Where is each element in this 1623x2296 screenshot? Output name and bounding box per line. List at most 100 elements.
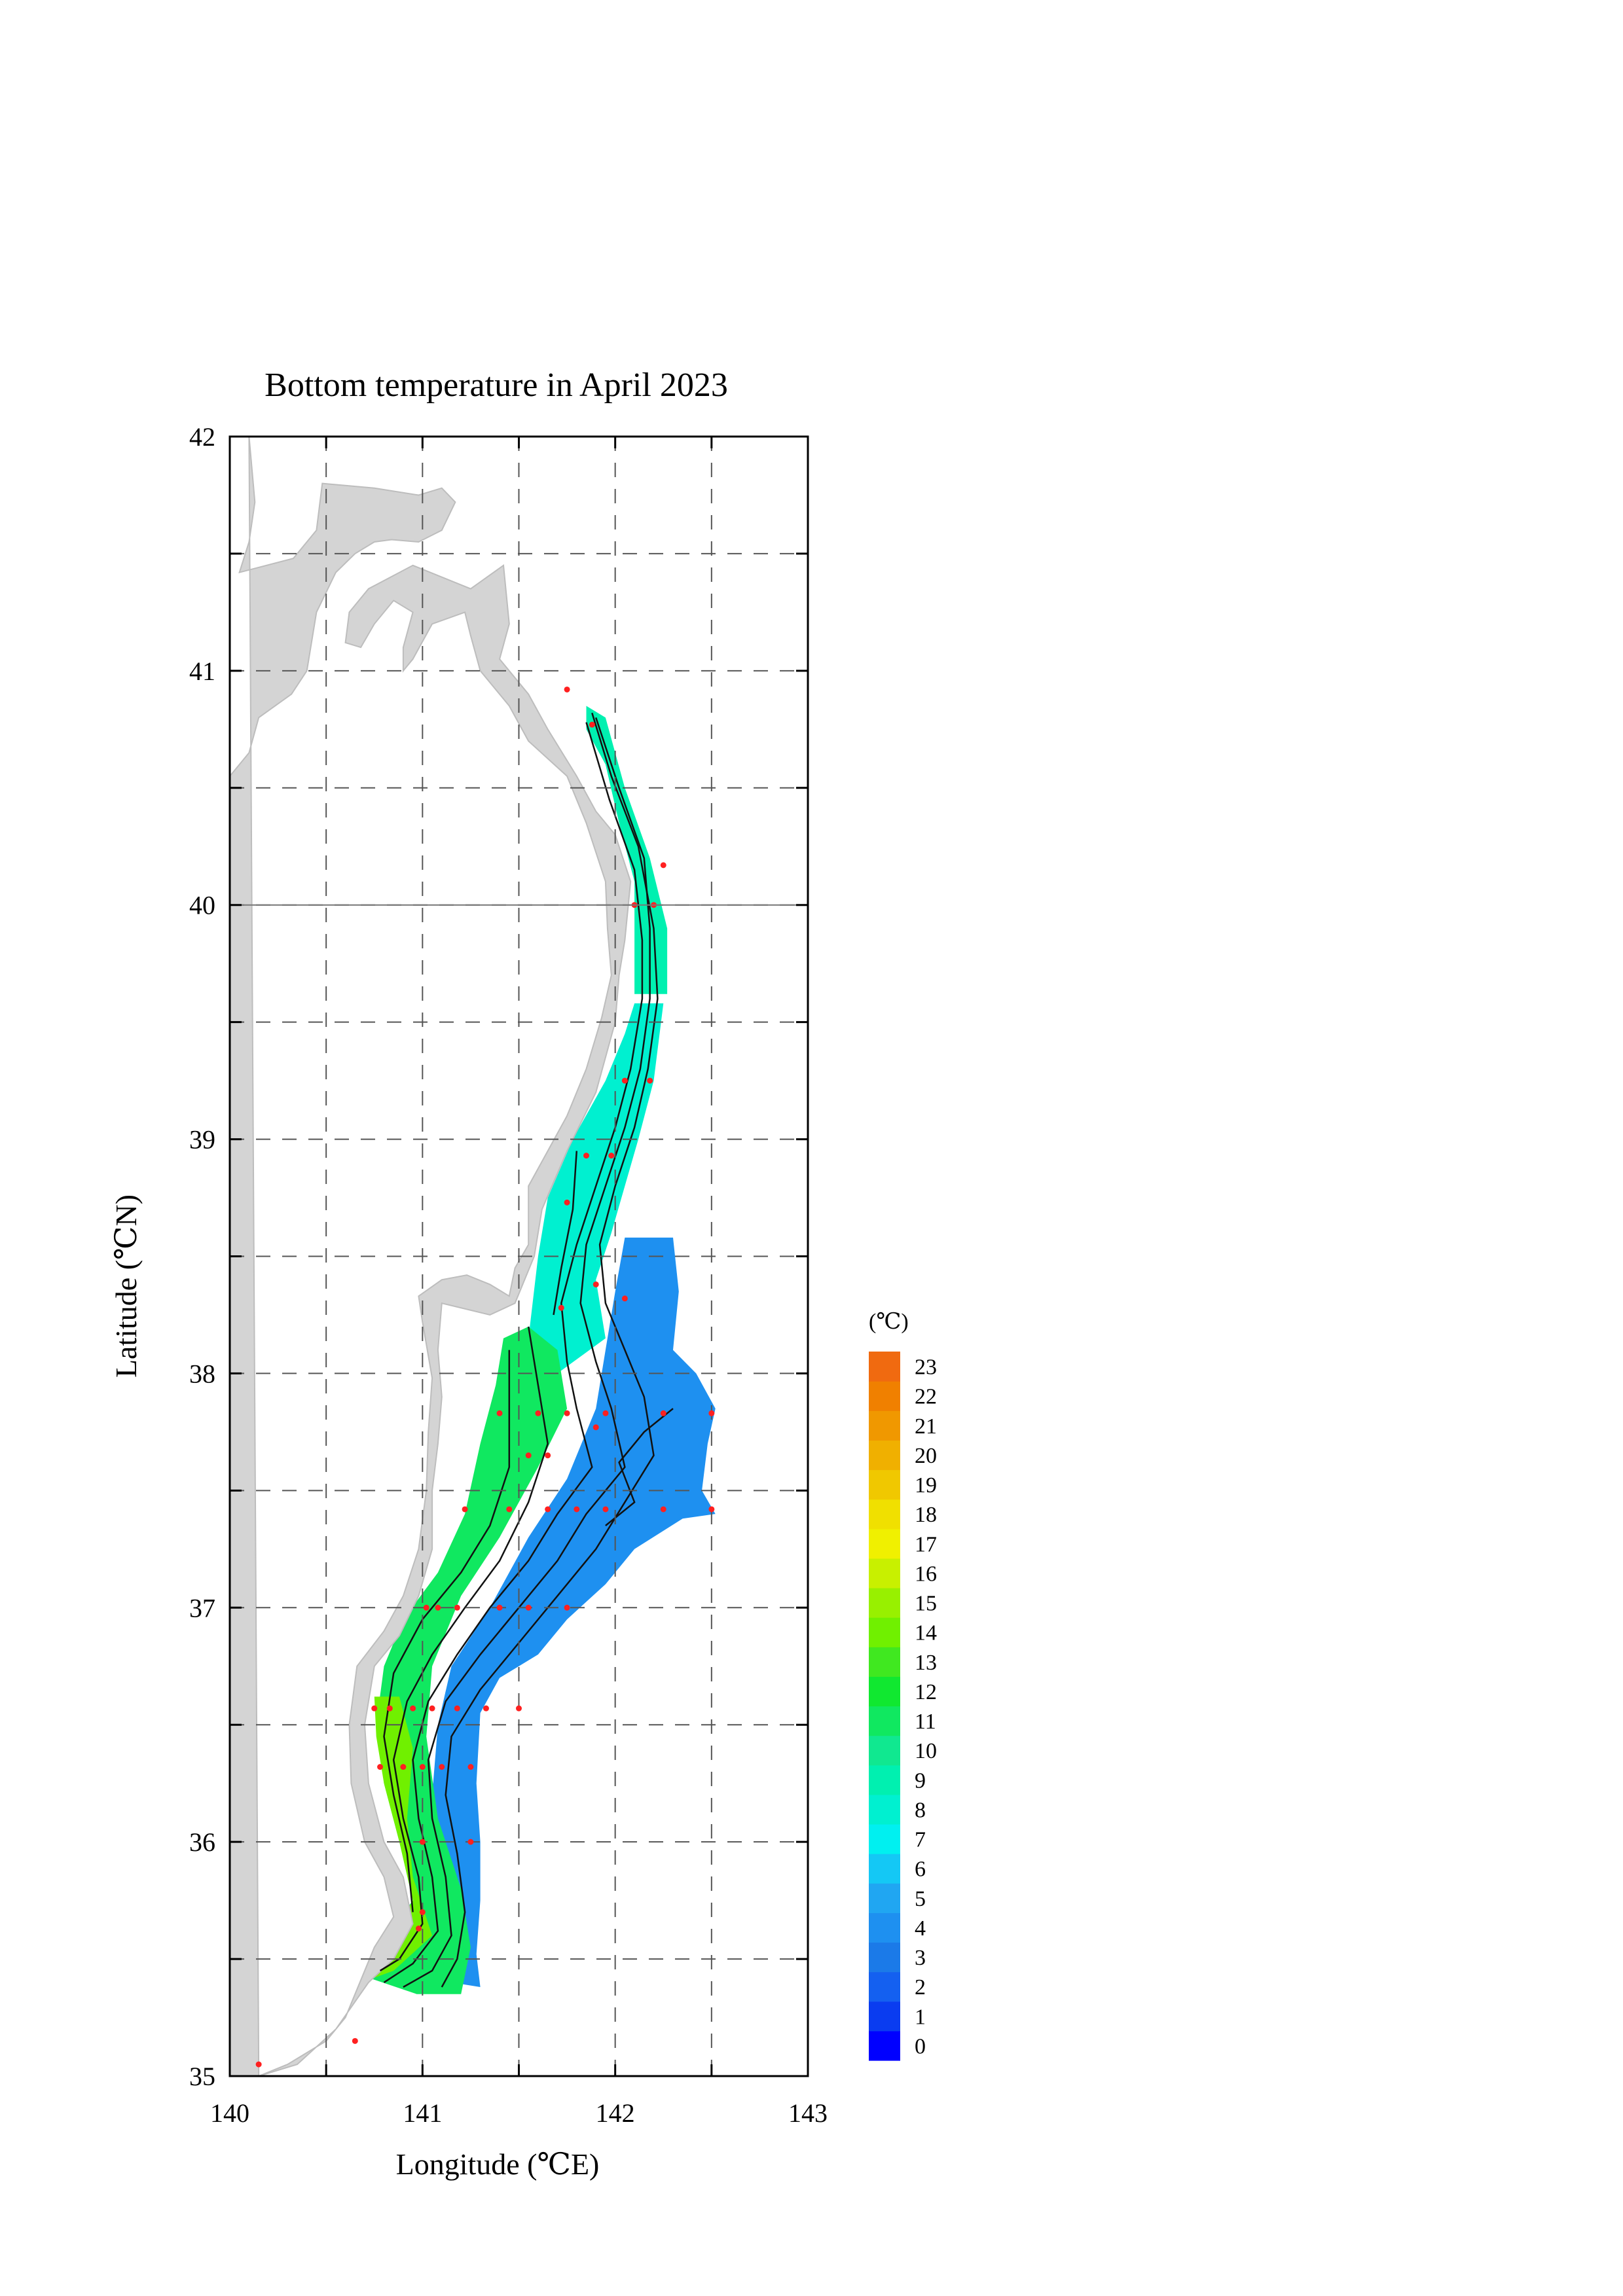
colorbar-label: 4 <box>915 1916 926 1941</box>
station-point-47 <box>419 1839 426 1845</box>
colorbar-swatch-13 <box>869 1647 900 1677</box>
station-point-52 <box>255 2061 262 2068</box>
colorbar-label: 1 <box>915 2005 926 2029</box>
colorbar-label: 21 <box>915 1414 937 1439</box>
colorbar: (℃) 012345678910111213141516171819202122… <box>869 1310 937 2061</box>
station-point-51 <box>352 2037 358 2044</box>
station-point-48 <box>467 1839 474 1845</box>
station-point-35 <box>371 1705 378 1712</box>
axis-ticks <box>228 435 809 2077</box>
x-tick-labels: 140 141 142 143 <box>210 2098 828 2128</box>
y-tick-label: 42 <box>189 422 215 452</box>
station-point-6 <box>647 1077 653 1084</box>
station-point-36 <box>386 1705 393 1712</box>
colorbar-swatch-3 <box>869 1942 900 1973</box>
colorbar-swatch-15 <box>869 1588 900 1618</box>
colorbar-swatch-19 <box>869 1469 900 1500</box>
temperature-region-2 <box>432 1237 716 1987</box>
colorbar-swatch-14 <box>869 1617 900 1647</box>
colorbar-label: 9 <box>915 1768 926 1793</box>
station-point-0 <box>564 686 570 692</box>
station-point-42 <box>377 1764 384 1770</box>
station-point-27 <box>660 1506 666 1513</box>
colorbar-label: 8 <box>915 1798 926 1822</box>
y-tick-label: 35 <box>189 2062 215 2091</box>
station-point-19 <box>593 1424 599 1431</box>
station-point-34 <box>564 1604 570 1611</box>
colorbar-swatch-12 <box>869 1676 900 1707</box>
colorbar-label: 11 <box>915 1710 936 1734</box>
station-point-30 <box>435 1604 441 1611</box>
station-point-18 <box>708 1410 715 1416</box>
station-point-25 <box>574 1506 580 1513</box>
map-plot-area <box>230 437 808 2076</box>
x-tick-label: 143 <box>788 2098 828 2128</box>
colorbar-label: 14 <box>915 1621 937 1645</box>
station-point-39 <box>454 1705 460 1712</box>
colorbar-label: 2 <box>915 1975 926 2000</box>
colorbar-label: 22 <box>915 1385 937 1409</box>
station-point-23 <box>506 1506 513 1513</box>
colorbar-swatch-8 <box>869 1794 900 1825</box>
colorbar-swatch-0 <box>869 2030 900 2061</box>
y-tick-label: 36 <box>189 1827 215 1857</box>
station-point-9 <box>564 1199 570 1206</box>
colorbar-unit: (℃) <box>869 1310 909 1334</box>
colorbar-swatch-18 <box>869 1499 900 1530</box>
observation-stations <box>255 686 715 2068</box>
isotherm-contour-5 <box>605 1408 674 1526</box>
temperature-region-3 <box>368 1326 568 1994</box>
station-point-10 <box>593 1281 599 1287</box>
colorbar-swatch-21 <box>869 1410 900 1441</box>
colorbar-label: 6 <box>915 1857 926 1882</box>
colorbar-label: 7 <box>915 1828 926 1852</box>
x-axis-label: Longitude (℃E) <box>396 2147 600 2181</box>
y-tick-label: 37 <box>189 1593 215 1623</box>
colorbar-swatch-22 <box>869 1381 900 1411</box>
station-point-29 <box>423 1604 429 1611</box>
land-layer <box>230 437 632 2076</box>
station-point-33 <box>525 1604 532 1611</box>
station-point-26 <box>602 1506 609 1513</box>
y-tick-label: 40 <box>189 891 215 920</box>
isotherm-contour-0 <box>441 712 659 1988</box>
station-point-44 <box>419 1764 426 1770</box>
station-point-41 <box>516 1705 522 1712</box>
station-point-1 <box>589 721 595 728</box>
isotherm-contour-2 <box>383 722 644 1983</box>
x-tick-label: 140 <box>210 2098 249 2128</box>
colorbar-swatch-20 <box>869 1440 900 1471</box>
colorbar-label: 3 <box>915 1946 926 1970</box>
colorbar-swatch-11 <box>869 1706 900 1736</box>
colorbar-swatch-2 <box>869 1971 900 2002</box>
colorbar-swatch-7 <box>869 1824 900 1854</box>
colorbar-label: 19 <box>915 1473 937 1498</box>
colorbar-swatch-23 <box>869 1352 900 1382</box>
station-point-21 <box>545 1452 551 1459</box>
station-point-24 <box>545 1506 551 1513</box>
isotherm-contour-3 <box>379 1326 549 1972</box>
colorbar-label: 18 <box>915 1503 937 1527</box>
station-point-40 <box>483 1705 489 1712</box>
station-point-45 <box>439 1764 445 1770</box>
station-point-22 <box>462 1506 468 1513</box>
station-point-13 <box>496 1410 503 1416</box>
y-tick-labels: 35 36 37 38 39 40 41 42 <box>189 422 215 2091</box>
x-tick-label: 142 <box>596 2098 635 2128</box>
station-point-12 <box>558 1304 564 1311</box>
colorbar-swatch-4 <box>869 1912 900 1943</box>
x-tick-label: 141 <box>403 2098 442 2128</box>
station-point-17 <box>660 1410 666 1416</box>
station-point-8 <box>608 1153 615 1159</box>
colorbar-swatch-5 <box>869 1883 900 1913</box>
colorbar-label: 12 <box>915 1680 937 1704</box>
station-point-14 <box>535 1410 541 1416</box>
colorbar-swatch-10 <box>869 1735 900 1766</box>
station-point-7 <box>583 1153 590 1159</box>
station-point-31 <box>454 1604 460 1611</box>
colorbar-swatches <box>869 1352 900 2061</box>
colorbar-label: 20 <box>915 1444 937 1468</box>
y-tick-label: 41 <box>189 656 215 686</box>
station-point-15 <box>564 1410 570 1416</box>
